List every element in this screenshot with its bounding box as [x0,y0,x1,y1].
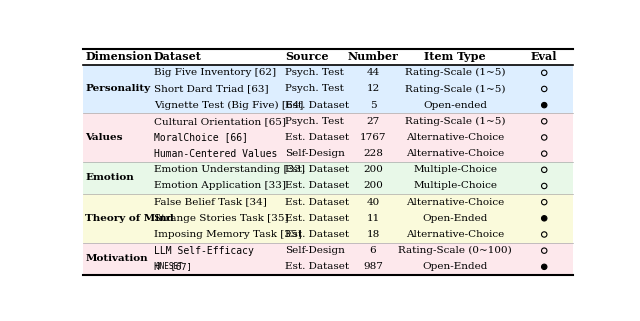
Text: Big Five Inventory [62]: Big Five Inventory [62] [154,68,276,77]
Circle shape [541,102,547,108]
Text: Open-ended: Open-ended [423,100,487,110]
Text: Emotion Understanding [33]: Emotion Understanding [33] [154,165,305,174]
Text: Dimension: Dimension [85,51,152,63]
Text: Alternative-Choice: Alternative-Choice [406,149,504,158]
Text: Emotion: Emotion [85,173,134,182]
Text: 27: 27 [366,117,380,126]
Text: Cultural Orientation [65]: Cultural Orientation [65] [154,117,285,126]
Text: 44: 44 [366,68,380,77]
Text: Number: Number [348,51,398,63]
Text: 228: 228 [363,149,383,158]
Text: Rating-Scale (1~5): Rating-Scale (1~5) [405,84,506,93]
Text: Rating-Scale (1~5): Rating-Scale (1~5) [405,117,506,126]
Text: Est. Dataset: Est. Dataset [285,133,349,142]
Text: Psych. Test: Psych. Test [285,84,344,93]
Bar [83,243,573,275]
Text: [67]: [67] [165,262,192,271]
Text: Short Dard Triad [63]: Short Dard Triad [63] [154,84,268,93]
Text: Dataset: Dataset [154,51,202,63]
Text: Multiple-Choice: Multiple-Choice [413,181,497,190]
Text: Vignette Test (Big Five) [64]: Vignette Test (Big Five) [64] [154,100,303,110]
Circle shape [541,216,547,221]
Text: Source: Source [285,51,329,63]
Text: Est. Dataset: Est. Dataset [285,214,349,223]
Text: Alternative-Choice: Alternative-Choice [406,230,504,239]
Text: Human-Centered Values: Human-Centered Values [154,149,277,159]
Text: Emotion Application [33]: Emotion Application [33] [154,181,285,190]
Text: 5: 5 [370,100,376,110]
Bar [83,113,573,162]
Text: 11: 11 [366,214,380,223]
Text: H: H [154,262,159,272]
Text: Open-Ended: Open-Ended [422,214,488,223]
Text: 12: 12 [366,84,380,93]
Text: 987: 987 [363,262,383,271]
Text: Imposing Memory Task [35]: Imposing Memory Task [35] [154,230,301,239]
Text: Est. Dataset: Est. Dataset [285,181,349,190]
Text: 1767: 1767 [360,133,386,142]
Text: Motivation: Motivation [85,254,148,263]
Text: Est. Dataset: Est. Dataset [285,165,349,174]
Text: Est. Dataset: Est. Dataset [285,230,349,239]
Text: Eval: Eval [531,51,557,63]
Text: ONESET: ONESET [156,262,183,271]
Text: LLM Self-Efficacy: LLM Self-Efficacy [154,246,253,256]
Text: Theory of Mind: Theory of Mind [85,214,174,223]
Text: Item Type: Item Type [424,51,486,63]
Text: Self-Design: Self-Design [285,246,345,255]
Text: Est. Dataset: Est. Dataset [285,100,349,110]
Text: Est. Dataset: Est. Dataset [285,262,349,271]
Text: Personality: Personality [85,84,150,93]
Text: Psych. Test: Psych. Test [285,68,344,77]
Circle shape [541,264,547,270]
Text: Alternative-Choice: Alternative-Choice [406,133,504,142]
Text: Strange Stories Task [35]: Strange Stories Task [35] [154,214,288,223]
Text: 18: 18 [366,230,380,239]
Text: MoralChoice [66]: MoralChoice [66] [154,133,248,143]
Text: 200: 200 [363,181,383,190]
Text: Multiple-Choice: Multiple-Choice [413,165,497,174]
Text: Self-Design: Self-Design [285,149,345,158]
Text: Values: Values [85,133,123,142]
Text: Rating-Scale (0~100): Rating-Scale (0~100) [398,246,512,255]
Text: Rating-Scale (1~5): Rating-Scale (1~5) [405,68,506,77]
Text: Psych. Test: Psych. Test [285,117,344,126]
Bar [83,162,573,194]
Text: Est. Dataset: Est. Dataset [285,198,349,207]
Bar [83,65,573,113]
Text: Alternative-Choice: Alternative-Choice [406,198,504,207]
Text: Open-Ended: Open-Ended [422,262,488,271]
Bar [83,49,573,65]
Bar [83,194,573,243]
Text: 40: 40 [366,198,380,207]
Text: False Belief Task [34]: False Belief Task [34] [154,198,266,207]
Text: 200: 200 [363,165,383,174]
Text: 6: 6 [370,246,376,255]
